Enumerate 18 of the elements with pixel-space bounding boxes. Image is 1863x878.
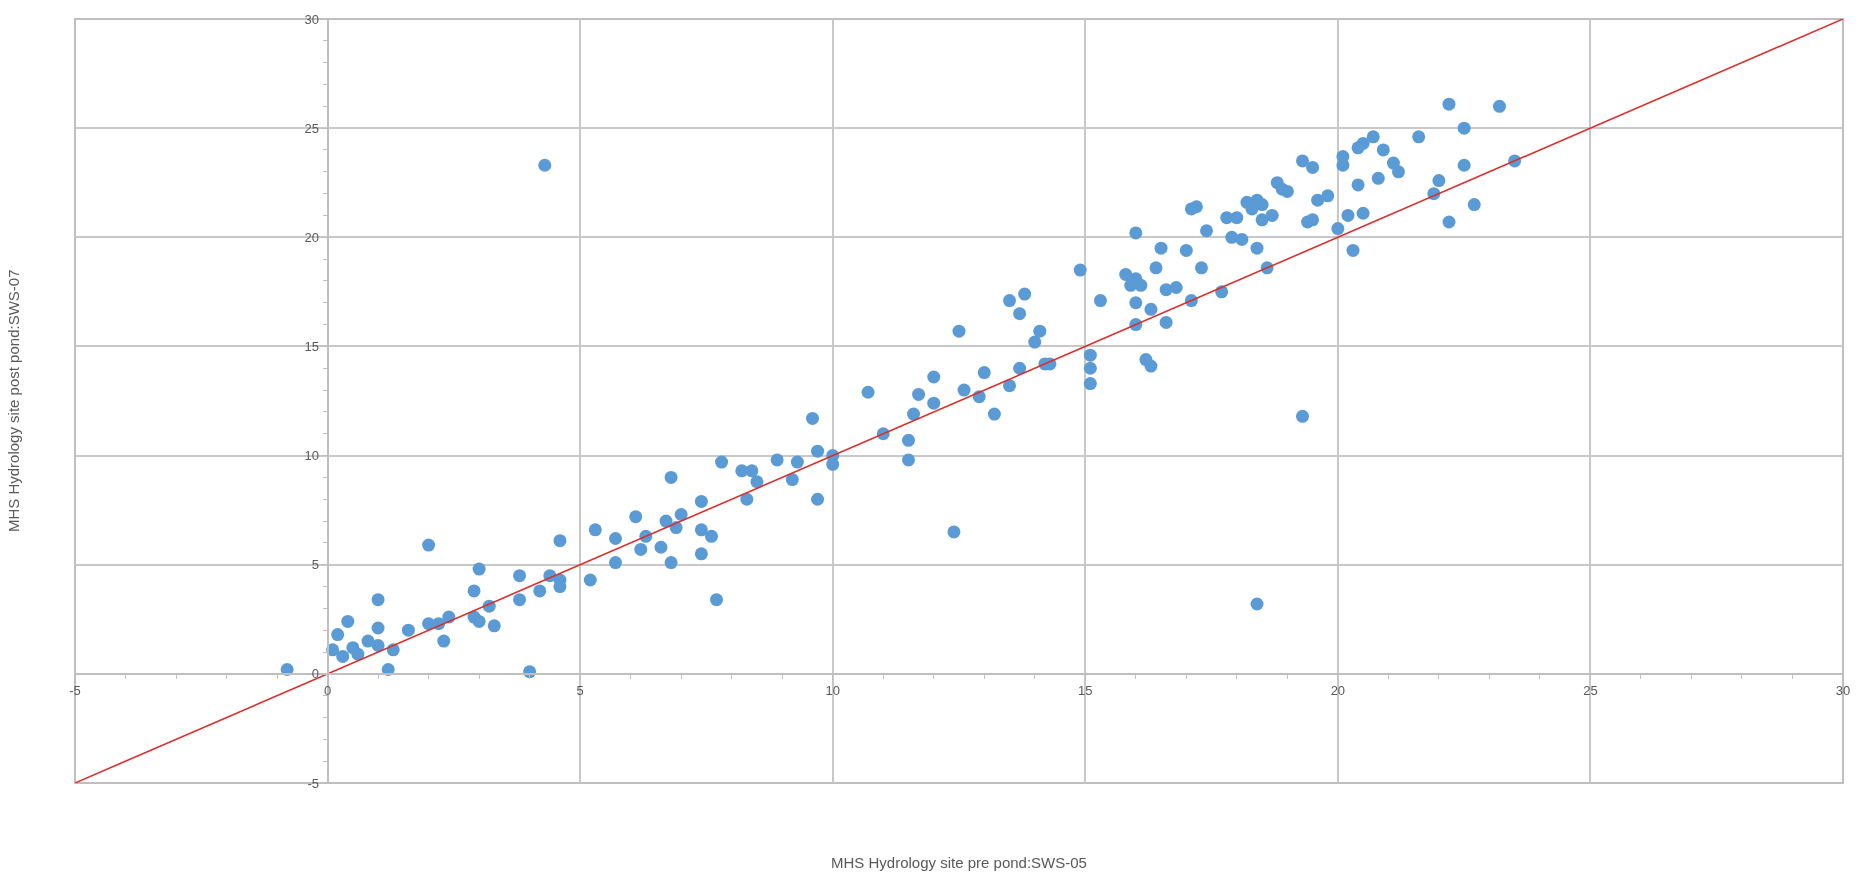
y-tick-label: 0 — [311, 666, 319, 682]
x-tick-label: 30 — [1835, 683, 1851, 699]
x-tick-label: 20 — [1330, 683, 1346, 699]
y-tick-label: 20 — [304, 229, 319, 245]
x-tick-label: 0 — [323, 683, 332, 699]
x-tick-label: -5 — [69, 683, 81, 699]
x-axis-title: MHS Hydrology site pre pond:SWS-05 — [831, 854, 1087, 871]
y-tick-label: -5 — [307, 775, 319, 791]
x-tick-label: 5 — [576, 683, 584, 699]
y-axis-title: MHS Hydrology site post pond:SWS-07 — [5, 269, 23, 533]
y-tick-label: 15 — [304, 338, 319, 354]
x-tick-label: 25 — [1583, 683, 1598, 699]
y-tick-label: 25 — [304, 120, 319, 136]
y-tick-label: 5 — [311, 557, 319, 573]
x-tick-label: 10 — [825, 683, 840, 699]
y-tick-label: 10 — [304, 448, 319, 464]
y-tick-label: 30 — [304, 11, 319, 27]
x-tick-label: 15 — [1078, 683, 1093, 699]
